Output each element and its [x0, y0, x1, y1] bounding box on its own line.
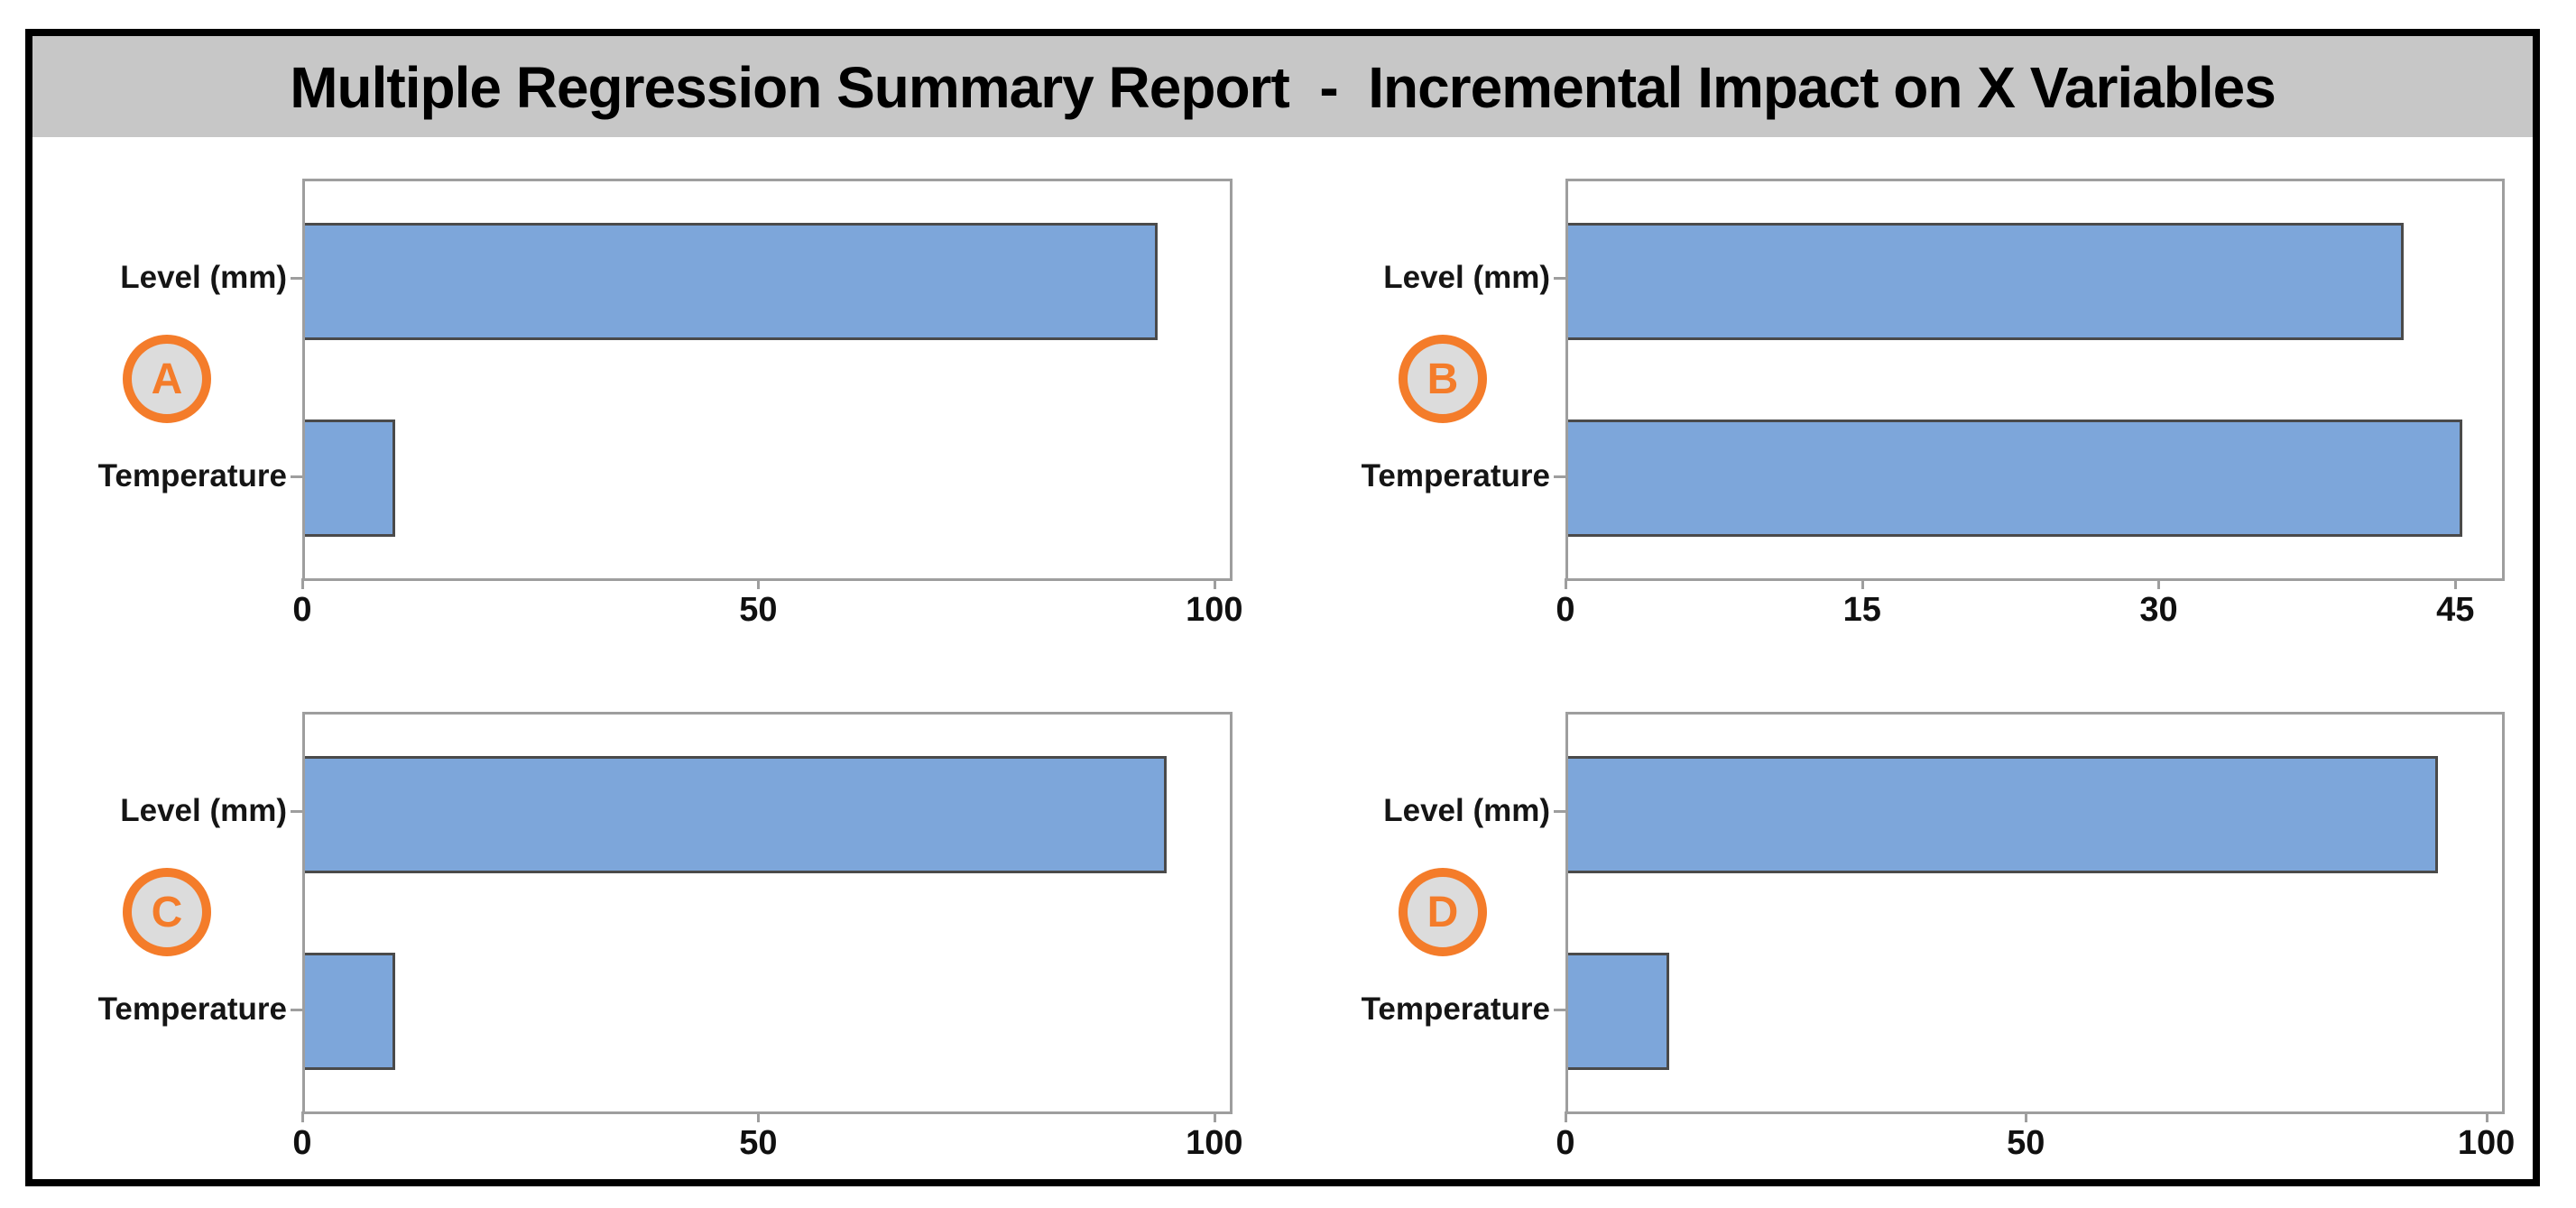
x-tick-label: 100: [2457, 1124, 2516, 1162]
category-label-level: Level (mm): [1383, 793, 1550, 828]
plot-area: [1565, 179, 2505, 581]
x-tick-mark: [301, 1111, 304, 1122]
chart-panel-a: Level (mm) Temperature A 0 50 100: [32, 137, 1286, 658]
x-tick-label: 0: [292, 1124, 312, 1162]
x-tick-label: 50: [739, 591, 778, 629]
category-label-level: Level (mm): [1383, 260, 1550, 295]
category-label-level: Level (mm): [120, 260, 287, 295]
x-tick-label: 15: [1842, 591, 1881, 629]
category-tick-mark: [291, 475, 302, 478]
x-axis: 0 50 100: [1556, 1111, 2515, 1175]
plot-area: [302, 179, 1233, 581]
x-axis: 0 50 100: [292, 1111, 1242, 1175]
panel-badge-b: B: [1399, 335, 1487, 423]
bar-temperature: [305, 420, 396, 538]
category-tick-mark: [291, 277, 302, 280]
panel-badge-d: D: [1399, 868, 1487, 956]
chart-panel-d: Level (mm) Temperature D 0 50 100: [1286, 658, 2533, 1179]
x-tick-mark: [1565, 1111, 1567, 1122]
chart-panel-b: Level (mm) Temperature B 0 15 30 45: [1286, 137, 2533, 658]
bar-temperature: [305, 953, 396, 1071]
bar-level: [305, 755, 1167, 873]
x-tick-mark: [1213, 578, 1216, 589]
x-tick-mark: [2454, 578, 2458, 589]
x-tick-mark: [2157, 578, 2161, 589]
x-tick-label: 0: [1556, 1124, 1575, 1162]
report-title: Multiple Regression Summary Report - Inc…: [290, 55, 2276, 120]
x-tick-mark: [2485, 1111, 2488, 1122]
x-tick-mark: [1565, 578, 1567, 589]
category-label-temperature: Temperature: [97, 991, 287, 1027]
x-axis: 0 15 30 45: [1556, 578, 2505, 641]
x-tick-mark: [757, 578, 761, 589]
category-label-temperature: Temperature: [97, 458, 287, 493]
x-tick-label: 50: [2007, 1124, 2045, 1162]
x-tick-label: 100: [1186, 1124, 1243, 1162]
x-tick-mark: [2025, 1111, 2028, 1122]
bar-temperature: [1568, 953, 1669, 1071]
panel-badge-c: C: [123, 868, 211, 956]
bar-level: [305, 222, 1158, 340]
x-tick-label: 30: [2139, 591, 2178, 629]
x-tick-label: 0: [292, 591, 312, 629]
plot-area: [1565, 712, 2505, 1114]
x-tick-mark: [301, 578, 304, 589]
plot-area: [302, 712, 1233, 1114]
x-tick-label: 100: [1186, 591, 1243, 629]
x-tick-mark: [1860, 578, 1864, 589]
category-label-level: Level (mm): [120, 793, 287, 828]
report-frame: Multiple Regression Summary Report - Inc…: [25, 29, 2540, 1186]
category-tick-mark: [291, 810, 302, 813]
x-tick-mark: [757, 1111, 761, 1122]
x-tick-label: 0: [1556, 591, 1575, 629]
chart-panel-c: Level (mm) Temperature C 0 50 100: [32, 658, 1286, 1179]
category-tick-mark: [291, 1009, 302, 1011]
x-tick-label: 45: [2436, 591, 2475, 629]
x-tick-mark: [1213, 1111, 1216, 1122]
panel-badge-a: A: [123, 335, 211, 423]
title-banner: Multiple Regression Summary Report - Inc…: [32, 36, 2533, 137]
category-tick-mark: [1554, 475, 1565, 478]
category-tick-mark: [1554, 810, 1565, 813]
bar-level: [1568, 222, 2405, 340]
category-tick-mark: [1554, 277, 1565, 280]
category-label-temperature: Temperature: [1361, 458, 1550, 493]
x-tick-label: 50: [739, 1124, 778, 1162]
bar-temperature: [1568, 420, 2463, 538]
category-label-temperature: Temperature: [1361, 991, 1550, 1027]
category-tick-mark: [1554, 1009, 1565, 1011]
bar-level: [1568, 755, 2438, 873]
x-axis: 0 50 100: [292, 578, 1242, 641]
